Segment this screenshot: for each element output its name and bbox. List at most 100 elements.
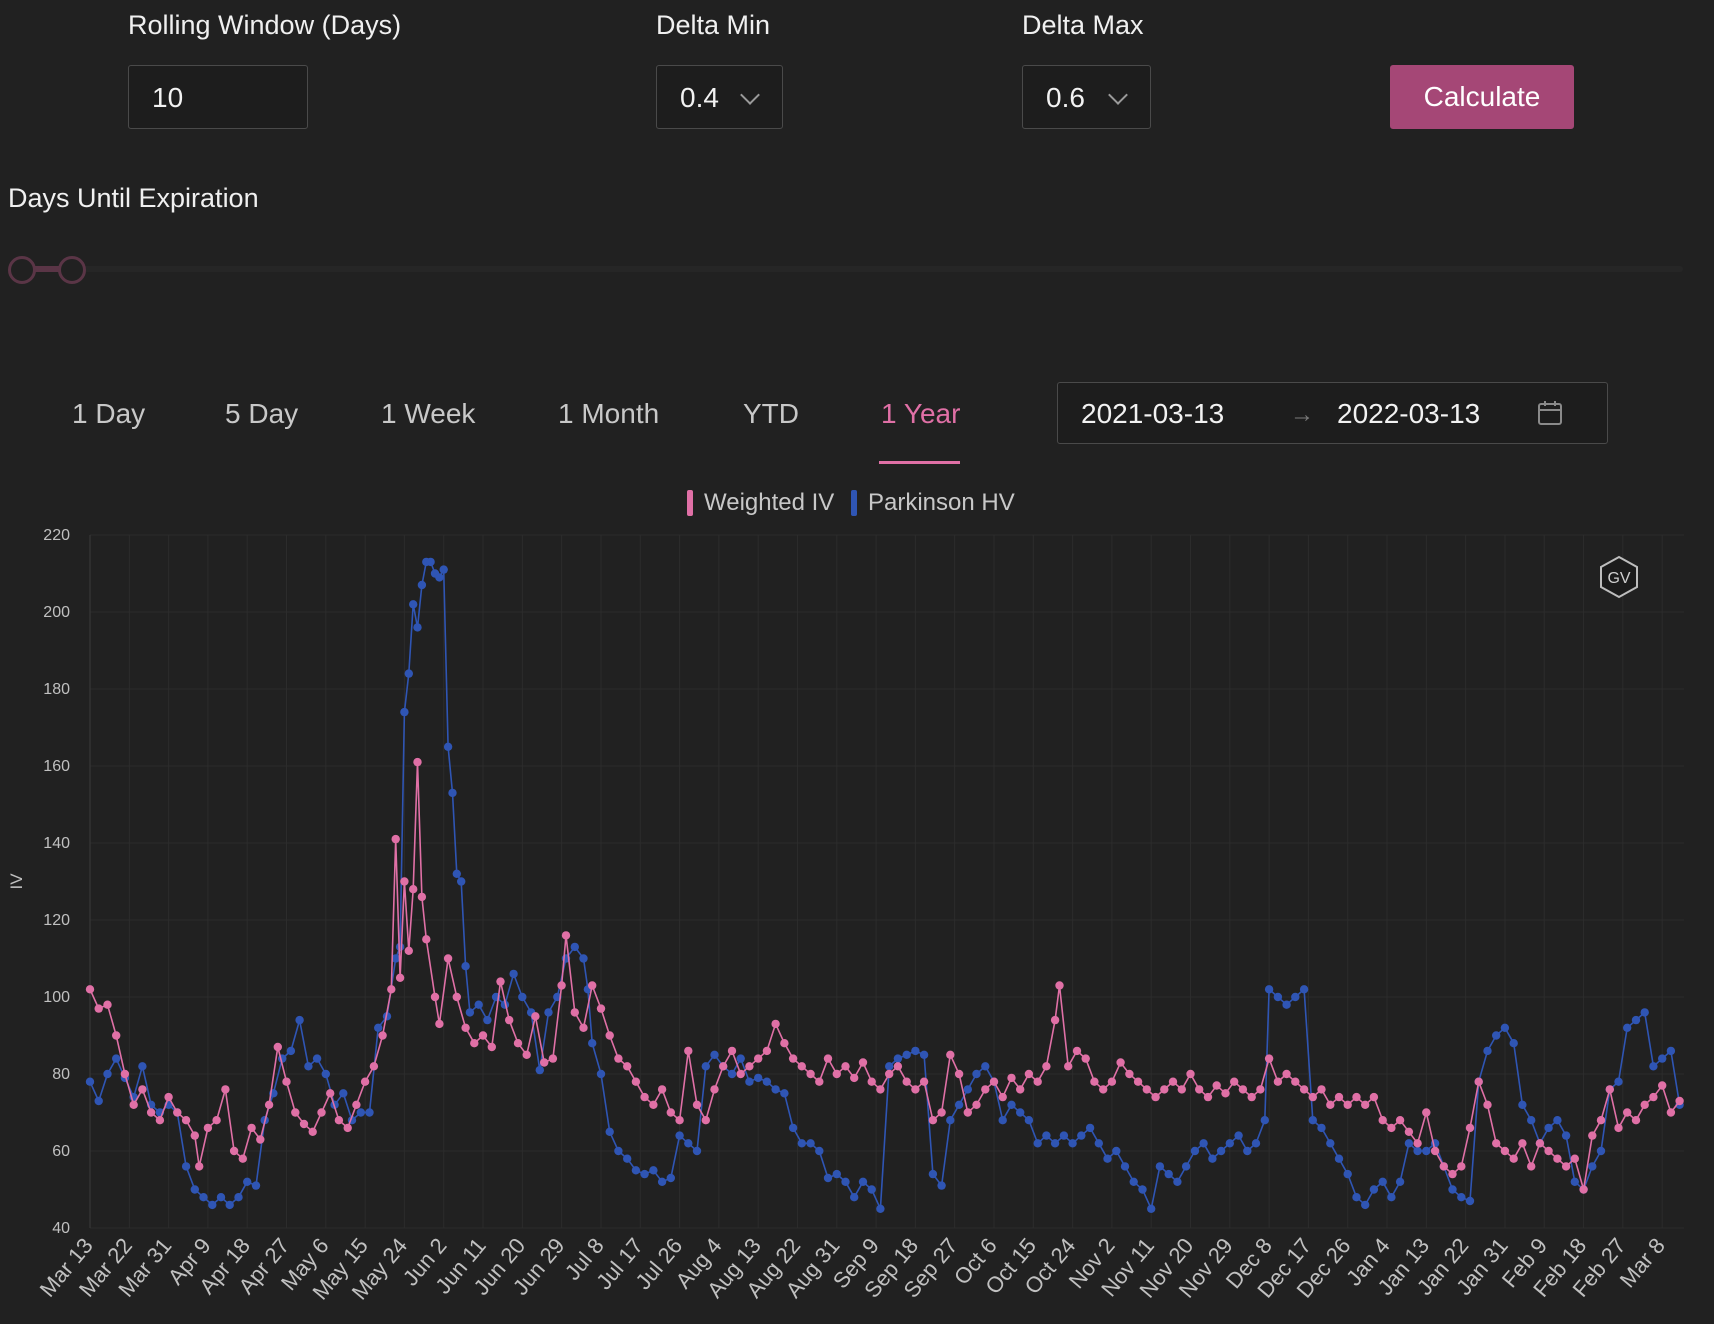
data-point-weighted-iv [273,1042,282,1052]
data-point-weighted-iv [435,1019,444,1029]
dte-slider-track[interactable] [8,266,1683,272]
rolling-window-input[interactable]: 10 [128,65,308,129]
data-point-weighted-iv [946,1050,955,1059]
data-point-weighted-iv [1177,1085,1187,1094]
data-point-parkinson-hv [483,1015,492,1025]
data-point-parkinson-hv [1614,1077,1623,1086]
data-point-parkinson-hv [1282,1000,1291,1009]
tab-1-week[interactable]: 1 Week [381,398,476,429]
tab-1-month[interactable]: 1 Month [558,398,660,429]
data-point-weighted-iv [762,1046,772,1056]
data-point-parkinson-hv [1085,1123,1095,1133]
data-point-weighted-iv [797,1062,806,1071]
data-point-weighted-iv [395,973,405,982]
data-point-weighted-iv [1395,1116,1405,1125]
delta-max-select[interactable]: 0.6 [1022,65,1151,129]
dte-slider-handle-max[interactable] [58,256,86,284]
data-point-parkinson-hv [509,969,518,979]
data-point-parkinson-hv [762,1077,772,1086]
end-date-input[interactable]: 2022-03-13 [1337,398,1481,429]
data-point-weighted-iv [640,1092,649,1102]
data-point-weighted-iv [487,1042,496,1052]
data-point-weighted-iv [190,1131,199,1140]
data-point-weighted-iv [391,834,400,844]
data-point-weighted-iv [850,1073,859,1083]
data-point-parkinson-hv [1024,1116,1034,1125]
data-point-parkinson-hv [1413,1146,1422,1156]
data-point-weighted-iv [85,985,95,994]
data-point-parkinson-hv [1649,1062,1658,1071]
data-point-weighted-iv [1064,1062,1073,1071]
data-point-parkinson-hv [1059,1131,1069,1140]
data-point-weighted-iv [1614,1123,1623,1133]
data-point-weighted-iv [1387,1123,1396,1133]
data-point-weighted-iv [1457,1162,1466,1171]
data-point-weighted-iv [1352,1092,1361,1102]
data-point-weighted-iv [754,1054,763,1063]
data-point-parkinson-hv [806,1139,815,1148]
legend-parkinson-hv-swatch [851,490,857,516]
data-point-weighted-iv [1361,1100,1370,1109]
tab-1-year[interactable]: 1 Year [881,398,961,429]
tab-1-day[interactable]: 1 Day [72,398,146,429]
data-point-parkinson-hv [1173,1177,1182,1186]
data-point-parkinson-hv [1033,1139,1042,1148]
data-point-weighted-iv [1343,1100,1352,1109]
data-point-parkinson-hv [321,1069,330,1079]
data-point-parkinson-hv [815,1146,824,1156]
data-point-parkinson-hv [981,1062,990,1071]
data-point-parkinson-hv [1483,1046,1492,1056]
data-point-weighted-iv [1050,1015,1060,1025]
legend-weighted-iv[interactable]: Weighted IV [704,489,835,516]
tab-ytd[interactable]: YTD [743,398,799,429]
data-point-weighted-iv [823,1054,833,1063]
data-point-weighted-iv [1221,1089,1230,1098]
data-point-parkinson-hv [1068,1139,1077,1148]
data-point-weighted-iv [531,1012,540,1021]
data-point-weighted-iv [360,1077,370,1086]
legend-parkinson-hv[interactable]: Parkinson HV [868,489,1015,516]
data-point-weighted-iv [701,1116,710,1125]
data-point-parkinson-hv [1120,1162,1130,1171]
data-point-parkinson-hv [1623,1023,1632,1032]
data-point-parkinson-hv [251,1181,261,1190]
calendar-icon[interactable] [1537,400,1563,426]
data-point-weighted-iv [1579,1185,1588,1194]
data-point-weighted-iv [413,757,422,767]
data-point-parkinson-hv [911,1046,920,1056]
data-point-parkinson-hv [1155,1162,1165,1171]
data-point-weighted-iv [496,977,505,986]
data-point-weighted-iv [1090,1077,1099,1086]
start-date-input[interactable]: 2021-03-13 [1081,398,1225,429]
data-point-weighted-iv [858,1058,868,1067]
delta-min-select[interactable]: 0.4 [656,65,783,129]
y-tick-label: 160 [43,758,70,775]
data-point-parkinson-hv [439,565,448,574]
data-point-parkinson-hv [1509,1039,1518,1048]
data-point-parkinson-hv [1234,1131,1243,1140]
y-tick-label: 40 [52,1220,70,1237]
data-point-parkinson-hv [448,788,457,798]
data-point-parkinson-hv [902,1050,911,1059]
data-point-weighted-iv [1099,1085,1108,1094]
data-point-weighted-iv [614,1054,623,1063]
data-point-parkinson-hv [605,1127,614,1136]
data-point-parkinson-hv [745,1077,754,1086]
data-point-parkinson-hv [1631,1015,1641,1025]
data-point-parkinson-hv [1596,1146,1606,1156]
date-range-picker[interactable]: 2021-03-13 → 2022-03-13 [1057,382,1608,444]
data-point-parkinson-hv [1103,1154,1112,1163]
data-point-parkinson-hv [684,1139,693,1148]
hexagon-logo-icon: GV [1600,555,1638,599]
data-point-parkinson-hv [1457,1193,1466,1202]
active-tab-underline [879,461,960,464]
data-point-parkinson-hv [919,1050,929,1059]
tab-5-day[interactable]: 5 Day [225,398,299,429]
data-point-parkinson-hv [954,1100,964,1109]
data-point-parkinson-hv [928,1169,938,1179]
data-point-weighted-iv [937,1108,946,1117]
data-point-parkinson-hv [409,600,418,609]
dte-slider-handle-min[interactable] [8,256,36,284]
data-point-weighted-iv [1623,1108,1632,1117]
calculate-button[interactable]: Calculate [1390,65,1574,129]
